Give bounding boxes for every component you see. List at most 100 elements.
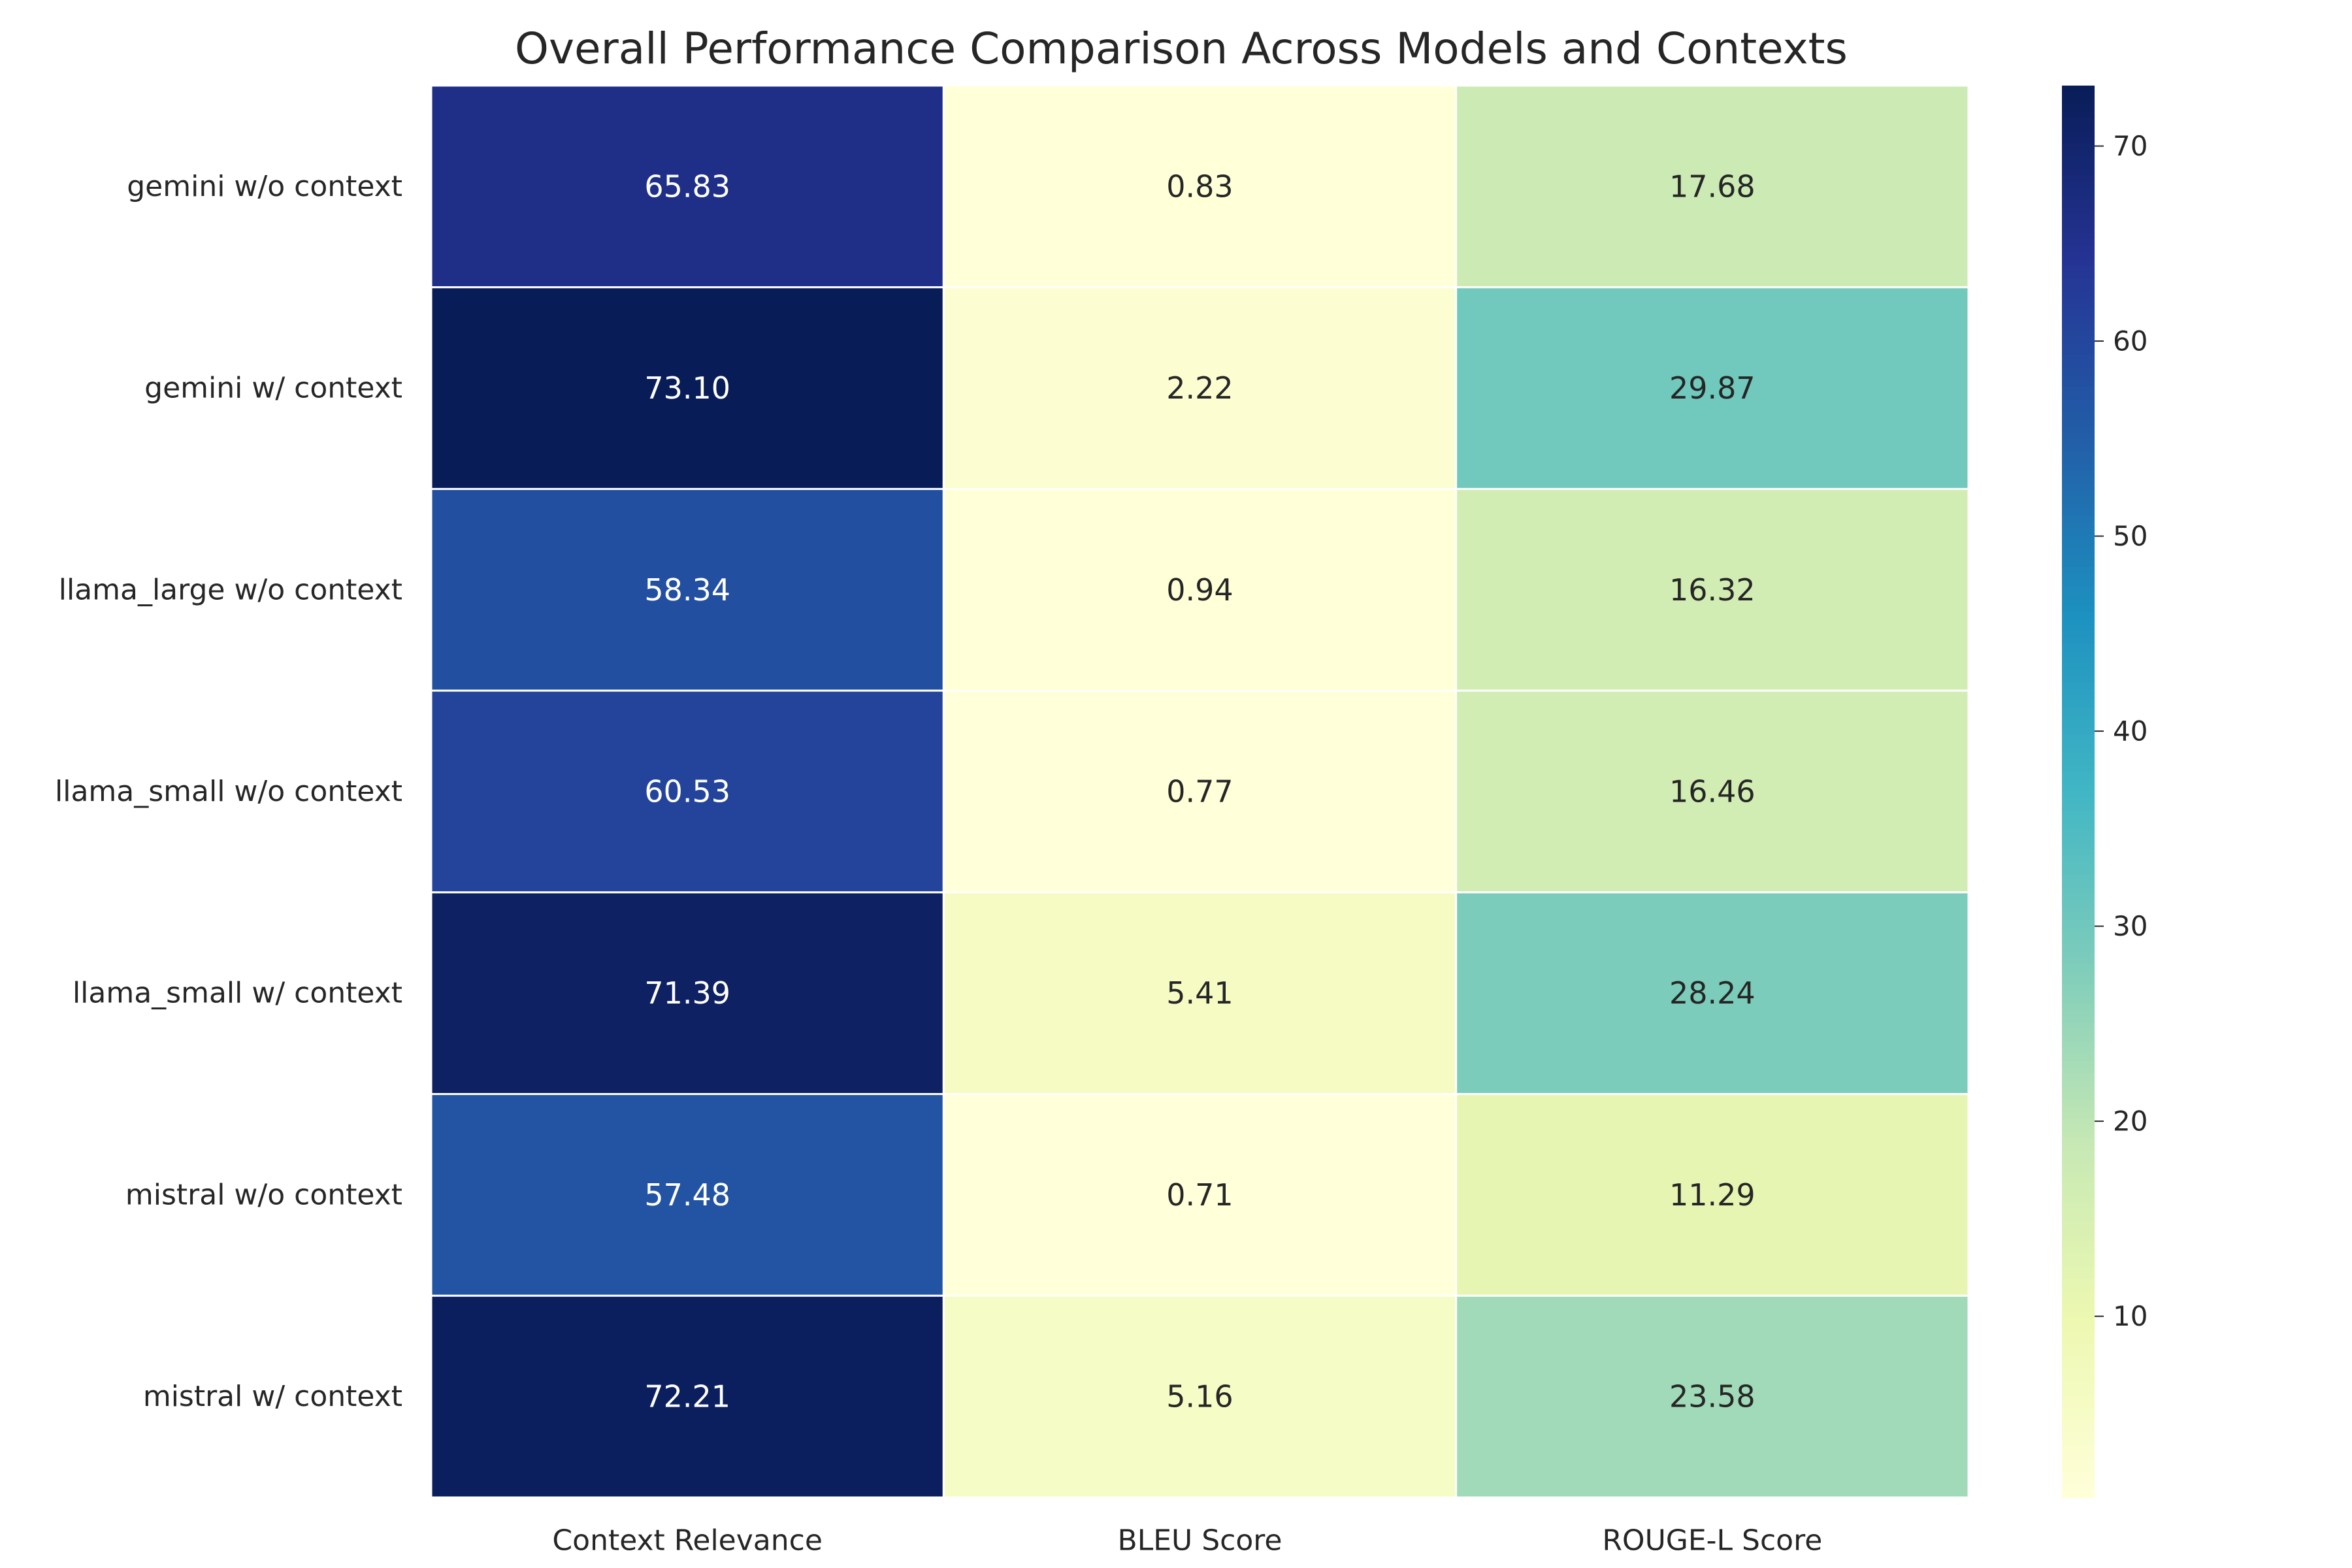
cell-value-label: 16.32 xyxy=(1669,572,1756,608)
heatmap-cell xyxy=(430,286,945,490)
heatmap-cell xyxy=(942,1294,1458,1499)
colorbar-segment xyxy=(2062,592,2095,600)
colorbar-segment xyxy=(2062,483,2095,491)
cell-value-label: 16.46 xyxy=(1669,774,1756,809)
colorbar-segment xyxy=(2062,1080,2095,1088)
colorbar-segment xyxy=(2062,393,2095,401)
heatmap-cell xyxy=(430,891,945,1096)
colorbar-segment xyxy=(2062,451,2095,459)
colorbar-segment xyxy=(2062,1228,2095,1235)
colorbar-segment xyxy=(2062,547,2095,555)
colorbar-segment xyxy=(2062,598,2095,606)
colorbar-segment xyxy=(2062,342,2095,350)
colorbar-segment xyxy=(2062,1247,2095,1254)
colorbar-segment xyxy=(2062,1414,2095,1421)
colorbar-segment xyxy=(2062,1305,2095,1312)
colorbar-segment xyxy=(2062,214,2095,221)
colorbar-segment xyxy=(2062,727,2095,734)
heatmap-cell xyxy=(942,487,1458,692)
colorbar-segment xyxy=(2062,759,2095,767)
colorbar-segment xyxy=(2062,1093,2095,1100)
colorbar-segment xyxy=(2062,1054,2095,1062)
cell-value-label: 0.71 xyxy=(1166,1177,1233,1213)
colorbar-segment xyxy=(2062,316,2095,324)
colorbar-segment xyxy=(2062,849,2095,857)
colorbar-segment xyxy=(2062,361,2095,368)
colorbar-segment xyxy=(2062,1273,2095,1280)
colorbar-segment xyxy=(2062,1298,2095,1306)
row-label: mistral w/o context xyxy=(125,1178,402,1211)
colorbar-segment xyxy=(2062,143,2095,151)
colorbar-segment xyxy=(2062,534,2095,542)
colorbar-segment xyxy=(2062,1478,2095,1486)
colorbar-segment xyxy=(2062,721,2095,728)
colorbar-segment xyxy=(2062,406,2095,414)
colorbar-segment xyxy=(2062,586,2095,593)
colorbar-segment xyxy=(2062,644,2095,651)
colorbar-segment xyxy=(2062,1459,2095,1466)
colorbar-segment xyxy=(2062,932,2095,940)
colorbar-segment xyxy=(2062,996,2095,1004)
colorbar-segment xyxy=(2062,355,2095,363)
colorbar-segment xyxy=(2062,1375,2095,1382)
row-labels: gemini w/o context gemini w/ context llama… xyxy=(55,170,402,1413)
row-label: gemini w/o context xyxy=(127,170,402,203)
cell-value-label: 5.41 xyxy=(1166,975,1233,1011)
colorbar-segment xyxy=(2062,1151,2095,1158)
colorbar-segment xyxy=(2062,1471,2095,1479)
colorbar-segment xyxy=(2062,278,2095,286)
cell-value-label: 28.24 xyxy=(1669,975,1756,1011)
colorbar-segment xyxy=(2062,1279,2095,1286)
colorbar-segment xyxy=(2062,348,2095,356)
colorbar-segment xyxy=(2062,945,2095,953)
colorbar-segment xyxy=(2062,695,2095,702)
colorbar-segment xyxy=(2062,310,2095,318)
row-label: mistral w/ context xyxy=(143,1380,402,1413)
colorbar-segment xyxy=(2062,663,2095,670)
colorbar-segment xyxy=(2062,817,2095,825)
colorbar-segment xyxy=(2062,182,2095,189)
colorbar-segment xyxy=(2062,701,2095,709)
colorbar-segment xyxy=(2062,1426,2095,1434)
colorbar-segment xyxy=(2062,984,2095,991)
colorbar-segment xyxy=(2062,1035,2095,1043)
colorbar-segment xyxy=(2062,1176,2095,1184)
cell-value-label: 60.53 xyxy=(644,774,730,809)
colorbar-segment xyxy=(2062,91,2095,99)
colorbar-segment xyxy=(2062,1394,2095,1402)
colorbar-segment xyxy=(2062,271,2095,279)
colorbar-segment xyxy=(2062,368,2095,375)
colorbar-tick-label: 20 xyxy=(2113,1105,2148,1137)
colorbar-segment xyxy=(2062,1491,2095,1498)
colorbar-segment xyxy=(2062,630,2095,638)
heatmap-cell xyxy=(430,1294,945,1499)
colorbar-segment xyxy=(2062,118,2095,125)
colorbar-segment xyxy=(2062,323,2095,331)
heatmap-cell xyxy=(1455,1093,1970,1297)
colorbar-segment xyxy=(2062,560,2095,568)
colorbar-segment xyxy=(2062,86,2095,93)
colorbar-segment xyxy=(2062,740,2095,747)
colorbar-segment xyxy=(2062,1196,2095,1203)
cell-value-label: 58.34 xyxy=(644,572,730,608)
cell-value-label: 0.77 xyxy=(1166,774,1233,809)
colorbar-segment xyxy=(2062,515,2095,523)
colorbar-segment xyxy=(2062,188,2095,195)
colorbar-segment xyxy=(2062,1234,2095,1241)
colorbar-segment xyxy=(2062,1369,2095,1377)
colorbar-segment xyxy=(2062,1330,2095,1338)
colorbar-segment xyxy=(2062,1311,2095,1318)
heatmap-cell xyxy=(430,84,945,289)
colorbar-segment xyxy=(2062,284,2095,292)
colorbar-segment xyxy=(2062,432,2095,440)
colorbar-segment xyxy=(2062,156,2095,163)
heatmap-cell-labels: 65.83 0.83 17.68 73.10 2.22 29.87 58.34 0.94 16.… xyxy=(644,169,1755,1414)
colorbar-segment xyxy=(2062,900,2095,908)
column-labels: Context Relevance BLEU Score ROUGE-L Score xyxy=(552,1524,1822,1558)
colorbar-segment xyxy=(2062,868,2095,875)
colorbar-segment xyxy=(2062,778,2095,786)
colorbar-segment xyxy=(2062,714,2095,722)
colorbar-segment xyxy=(2062,1016,2095,1023)
colorbar-segment xyxy=(2062,939,2095,947)
